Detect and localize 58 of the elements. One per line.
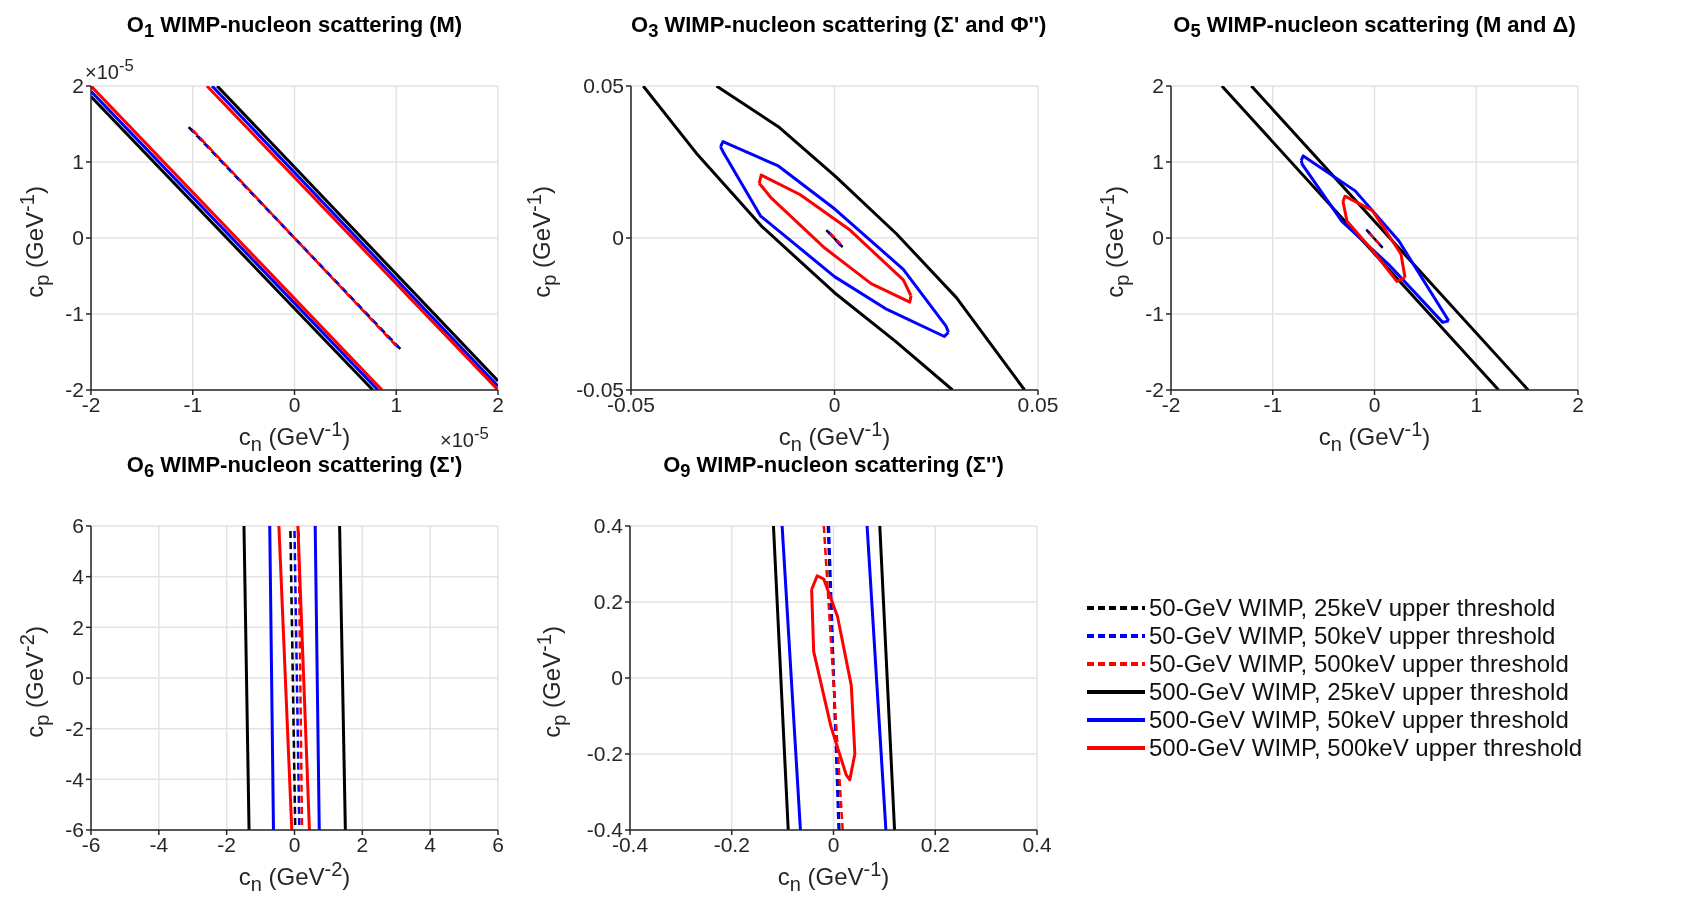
y-tick-label: 2 <box>72 615 84 639</box>
y-tick-label: 0 <box>612 226 624 250</box>
x-tick-label: 0 <box>1368 392 1381 416</box>
x-tick-label: -4 <box>149 832 169 856</box>
x-axis-title: c$_{n}$ (GeV$^{-1}$) <box>776 858 891 896</box>
y-tick-label: 1 <box>1152 150 1164 174</box>
x-tick-label: 0 <box>827 832 840 856</box>
y-tick-label: 0 <box>1152 226 1164 250</box>
y-tick-label: 0 <box>72 226 84 250</box>
y-tick-label: 0.05 <box>583 74 624 98</box>
legend-label: 500-GeV WIMP, 500keV upper threshold <box>1149 734 1583 762</box>
x-tick-label: 2 <box>356 832 369 856</box>
y-tick-label: -4 <box>65 767 85 791</box>
legend-label: 50-GeV WIMP, 500keV upper threshold <box>1149 650 1569 678</box>
x-tick-label: -1 <box>1263 392 1283 416</box>
y-tick-label: 1 <box>72 150 84 174</box>
chart-title: O$_{1}$ WIMP-nucleon scattering (M) <box>125 12 464 43</box>
y-tick-label: -0.2 <box>586 742 623 766</box>
y-tick-label: 2 <box>72 74 84 98</box>
x-tick-label: -1 <box>183 392 203 416</box>
x-tick-label: 1 <box>1470 392 1483 416</box>
x-tick-label: -0.2 <box>713 832 750 856</box>
x-axis-title: c$_{n}$ (GeV$^{-1}$) <box>778 418 891 455</box>
x-tick-label: 2 <box>1572 392 1584 416</box>
y-tick-label: 4 <box>72 565 85 589</box>
x-tick-label: 4 <box>424 832 437 856</box>
chart-title: O$_{3}$ WIMP-nucleon scattering (Σ' and Φ'') <box>631 12 1047 43</box>
x-tick-label: 0.05 <box>1017 392 1059 416</box>
y-tick-label: -1 <box>1145 302 1164 326</box>
y-tick-label: 0 <box>611 666 623 690</box>
x-tick-label: 6 <box>492 832 504 856</box>
y-tick-label: 2 <box>1152 74 1164 98</box>
x-tick-label: 1 <box>390 392 403 416</box>
x-axis-title: c$_{n}$ (GeV$^{-1}$) <box>238 418 351 455</box>
x-axis-title: c$_{n}$ (GeV$^{-2}$) <box>237 858 352 896</box>
chart-title: O$_{6}$ WIMP-nucleon scattering (Σ') <box>125 452 464 483</box>
x-tick-label: 0.2 <box>920 832 950 856</box>
legend-label: 50-GeV WIMP, 25keV upper threshold <box>1149 594 1556 622</box>
chart-title: O$_{5}$ WIMP-nucleon scattering (M and Δ) <box>1172 12 1577 43</box>
y-tick-label: 6 <box>72 514 84 538</box>
x-tick-label: -2 <box>217 832 237 856</box>
legend-label: 500-GeV WIMP, 50keV upper threshold <box>1149 706 1569 734</box>
y-tick-label: 0.2 <box>593 590 623 614</box>
y-tick-label: 0 <box>72 666 84 690</box>
y-tick-label: -2 <box>65 717 84 741</box>
x-tick-label: 2 <box>492 392 504 416</box>
chart-title: O$_{9}$ WIMP-nucleon scattering (Σ'') <box>662 452 1005 483</box>
text: ×10$^{-5}$ <box>85 56 134 84</box>
y-tick-label: -1 <box>65 302 84 326</box>
legend-label: 50-GeV WIMP, 50keV upper threshold <box>1149 622 1556 650</box>
x-tick-label: 0 <box>288 832 301 856</box>
x-axis-title: c$_{n}$ (GeV$^{-1}$) <box>1317 418 1432 456</box>
x-tick-label: 0.4 <box>1022 832 1052 856</box>
text: ×10$^{-5}$ <box>440 424 489 452</box>
x-tick-label: 0 <box>288 392 301 416</box>
legend-label: 500-GeV WIMP, 25keV upper threshold <box>1149 678 1569 706</box>
x-tick-label: 0 <box>828 392 841 416</box>
y-tick-label: 0.4 <box>593 514 624 538</box>
